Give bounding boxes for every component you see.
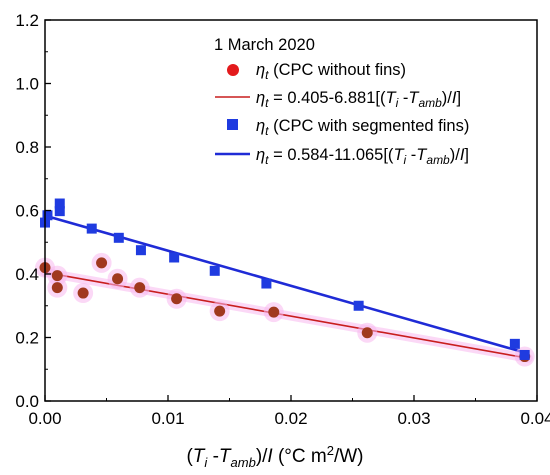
data-point-segmented-fins [54,206,65,217]
legend-eta: η [256,89,265,107]
legend-marker-circle [227,64,239,76]
legend-eq: = 0.584-11.065[( [269,146,394,164]
legend-eq: = 0.405-6.881[( [269,89,386,107]
y-tick-label: 0.8 [15,138,39,157]
legend-minus: - [406,146,416,164]
legend-T-sub: i [396,96,399,110]
data-point-segmented-fins [42,210,53,221]
legend-eta-sub: t [265,124,269,138]
axis-unit-end: /W) [334,446,364,467]
data-point-without-fins [214,305,226,317]
legend-I: I [452,89,457,107]
y-tick-label: 0.0 [15,392,39,411]
data-point-without-fins [112,273,124,285]
data-point-without-fins [361,327,373,339]
data-point-segmented-fins [209,265,220,276]
axis-T-sub: amb [231,455,256,470]
data-point-segmented-fins [519,349,530,360]
legend-eta: η [256,61,265,79]
legend-close: )/ [450,146,460,164]
data-point-segmented-fins [113,232,124,243]
x-tick-label: 0.04 [520,409,550,428]
axis-unit: (°C m [273,446,327,467]
fit-line-segmented-fins [44,214,529,355]
legend-heading: 1 March 2020 [214,36,315,54]
data-point-without-fins [96,257,108,269]
legend-minus: - [398,89,408,107]
plot-layer [35,198,535,367]
legend-close: )/ [442,89,452,107]
data-point-without-fins [134,282,146,294]
data-point-segmented-fins [353,300,364,311]
axis-T: T [193,446,206,467]
legend-T: T [408,89,420,107]
legend-label-fit-without-fins: ηt = 0.405-6.881[(Ti -Tamb)/I] [256,89,461,110]
axis-minus: - [207,446,219,467]
legend-entry-segmented-fins: ηt (CPC with segmented fins) [227,117,469,138]
data-point-segmented-fins [169,252,180,263]
data-point-without-fins [77,287,89,299]
x-tick-label: 0.02 [274,409,307,428]
x-tick-label: 0.01 [151,409,184,428]
legend-label-without-fins: ηt (CPC without fins) [256,61,406,82]
data-point-without-fins [268,306,280,318]
legend-end: ] [456,89,461,107]
y-tick-label: 0.6 [15,202,39,221]
data-point-segmented-fins [261,278,272,289]
legend-T-sub: i [404,153,407,167]
y-tick-label: 0.2 [15,329,39,348]
data-point-without-fins [171,293,183,305]
legend-T-sub: amb [426,153,450,167]
x-axis-title: (Ti -Tamb)/I (°C m2/W) [186,443,363,470]
legend-entry-fit-without-fins: ηt = 0.405-6.881[(Ti -Tamb)/I] [215,89,461,110]
axis-close: )/ [256,446,268,467]
axis-T-sub: i [204,455,208,470]
legend-eta-sub: t [265,96,269,110]
data-point-segmented-fins [54,198,65,209]
data-point-without-fins [51,282,63,294]
legend-T: T [385,89,397,107]
axis-unit-sup: 2 [327,443,334,458]
legend: 1 March 2020 ηt (CPC without fins) ηt = … [214,36,469,167]
axis-T: T [219,446,232,467]
legend-entry-without-fins: ηt (CPC without fins) [227,61,406,82]
y-tick-label: 0.4 [15,265,39,284]
data-point-segmented-fins [86,223,97,234]
legend-eta: η [256,117,265,135]
legend-text: (CPC without fins) [269,61,407,79]
y-tick-label: 1.0 [15,75,39,94]
legend-eta-sub: t [265,153,269,167]
legend-eta: η [256,146,265,164]
legend-I: I [460,146,465,164]
legend-end: ] [464,146,469,164]
data-point-segmented-fins [135,245,146,256]
x-tick-label: 0.03 [397,409,430,428]
legend-T: T [416,146,428,164]
legend-marker-square [227,119,238,130]
legend-T: T [393,146,405,164]
fit-line-without-fins [44,271,529,360]
legend-text: (CPC with segmented fins) [269,117,470,135]
data-point-segmented-fins [509,338,520,349]
legend-label-segmented-fins: ηt (CPC with segmented fins) [256,117,469,138]
y-tick-label: 1.2 [15,11,39,30]
legend-label-fit-segmented-fins: ηt = 0.584-11.065[(Ti -Tamb)/I] [256,146,469,167]
axis-open: ( [186,446,193,467]
x-tick-label: 0.00 [28,409,61,428]
legend-T-sub: amb [418,96,442,110]
data-point-without-fins [51,270,63,282]
legend-eta-sub: t [265,68,269,82]
axis-ticks: 0.00 0.01 0.02 0.03 0.04 0.0 0.2 0.4 0.6 0.8 1.0 1.… [15,11,550,428]
axis-I: I [267,446,273,467]
legend-entry-fit-segmented-fins: ηt = 0.584-11.065[(Ti -Tamb)/I] [215,146,469,167]
